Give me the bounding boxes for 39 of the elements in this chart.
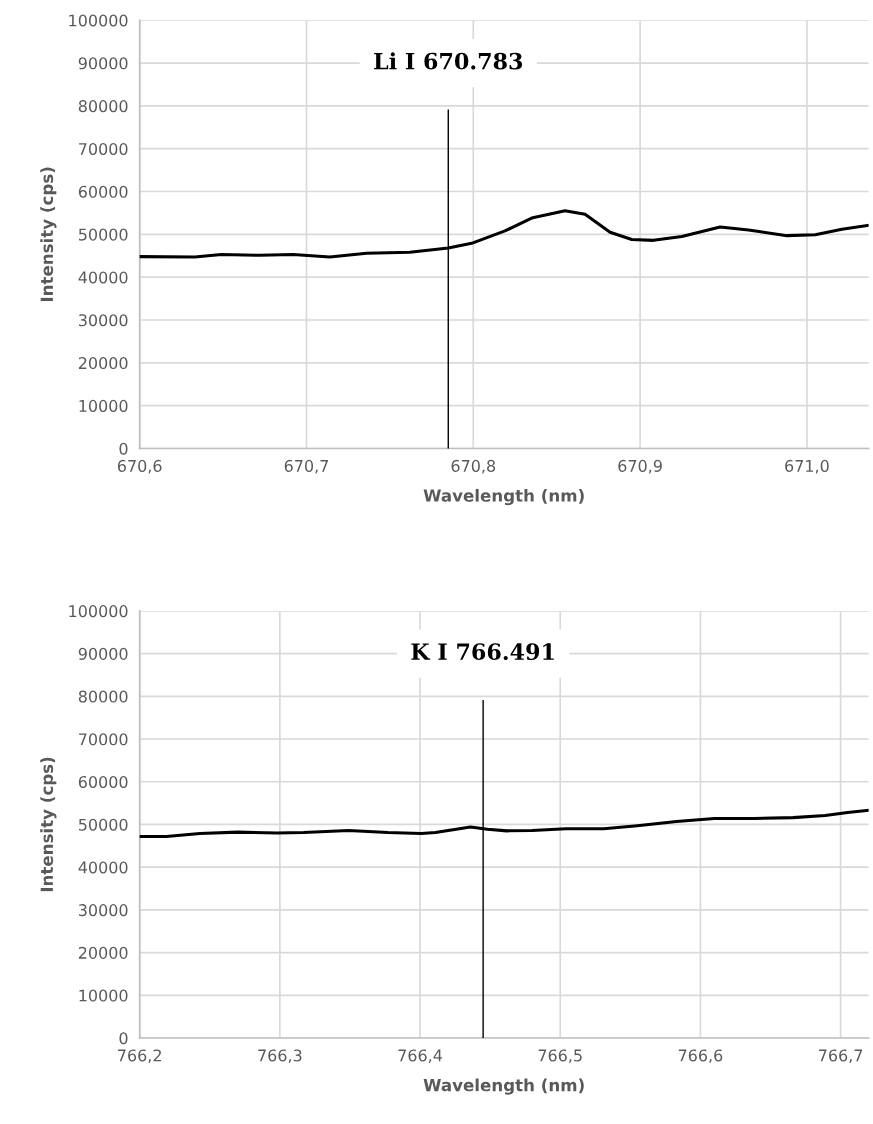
y-tick-label: 80000 xyxy=(78,100,128,113)
ref-line-label: Li I 670.783 xyxy=(374,52,523,70)
x-tick-label: 766,4 xyxy=(398,1049,443,1064)
y-tick-label: 100000 xyxy=(69,14,128,27)
x-tick-label: 766,6 xyxy=(678,1049,723,1064)
y-tick-label: 20000 xyxy=(78,946,128,959)
x-tick-label: 670,6 xyxy=(117,459,162,474)
y-axis-title: Intensity (cps) xyxy=(40,167,57,302)
y-tick-label: 50000 xyxy=(78,818,128,831)
y-tick-label: 80000 xyxy=(78,690,128,703)
x-tick-label: 671,0 xyxy=(785,459,829,474)
x-axis-title: Wavelength (nm) xyxy=(423,1078,584,1095)
y-tick-label: 30000 xyxy=(78,314,128,327)
y-tick-label: 40000 xyxy=(78,861,128,874)
x-tick-label: 670,9 xyxy=(618,459,662,474)
x-tick-label: 766,7 xyxy=(819,1049,863,1064)
x-tick-label: 766,2 xyxy=(118,1049,161,1064)
x-axis-title: Wavelength (nm) xyxy=(423,488,584,506)
y-tick-label: 100000 xyxy=(69,605,128,618)
y-tick-label: 0 xyxy=(119,1032,128,1045)
y-tick-label: 30000 xyxy=(78,904,128,917)
x-tick-label: 766,5 xyxy=(538,1049,582,1064)
y-tick-label: 70000 xyxy=(79,733,128,746)
y-tick-label: 40000 xyxy=(78,271,128,284)
x-tick-label: 766,3 xyxy=(258,1049,302,1064)
y-tick-label: 90000 xyxy=(78,57,128,70)
y-tick-label: 90000 xyxy=(78,647,128,660)
y-tick-label: 70000 xyxy=(79,142,128,155)
y-tick-label: 0 xyxy=(119,442,128,455)
y-tick-label: 10000 xyxy=(79,399,128,412)
x-tick-label: 670,7 xyxy=(284,459,328,474)
x-tick-label: 670,8 xyxy=(451,459,496,474)
y-tick-label: 60000 xyxy=(78,185,128,198)
y-tick-label: 60000 xyxy=(78,775,128,789)
y-tick-label: 20000 xyxy=(78,357,128,370)
y-axis-title: Intensity (cps) xyxy=(40,757,57,892)
ref-line-label: K I 766.491 xyxy=(411,643,554,661)
y-tick-label: 10000 xyxy=(79,989,128,1002)
y-tick-label: 50000 xyxy=(78,228,128,241)
